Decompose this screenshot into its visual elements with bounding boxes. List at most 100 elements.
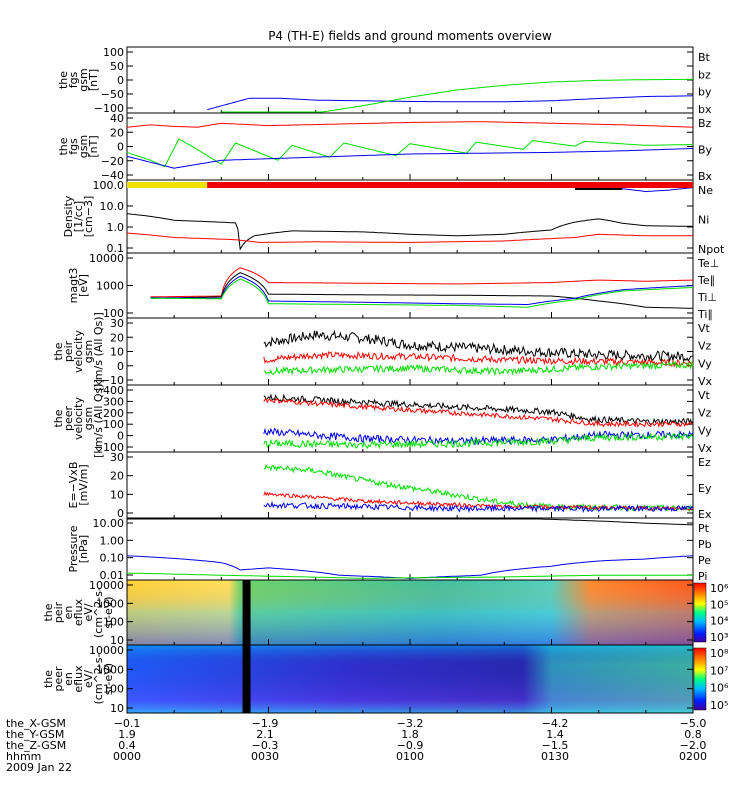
ylabel-7-1: [nPa] bbox=[77, 535, 90, 563]
ion-spectrogram-shade bbox=[127, 580, 693, 645]
status-bar-red bbox=[207, 182, 693, 188]
colorbar-label-9-0: 10⁸ bbox=[710, 647, 729, 660]
legend-4-3: Vx bbox=[698, 375, 713, 388]
series-line-4-0 bbox=[263, 329, 693, 363]
ylabel-5-1: peer bbox=[62, 406, 75, 432]
colorbar-label-9-1: 10⁷ bbox=[710, 664, 728, 677]
legend-1-1: By bbox=[698, 144, 713, 157]
ylabel-2-1: [1/cc] bbox=[72, 201, 85, 232]
series-line-0-0 bbox=[207, 95, 694, 111]
legend-6-0: Ez bbox=[698, 456, 711, 469]
ytick-label-1-0: 40 bbox=[110, 112, 124, 125]
ytick-label-7-1: 1.00 bbox=[100, 534, 125, 547]
series-line-5-2 bbox=[263, 427, 694, 446]
colorbar-label-8-1: 10⁵ bbox=[710, 598, 728, 611]
ytick-label-2-0: 100.0 bbox=[93, 179, 125, 192]
data-gap-bar bbox=[242, 580, 251, 645]
xaxis-value-3-1: 0030 bbox=[251, 750, 279, 763]
ytick-label-5-4: 0 bbox=[117, 430, 124, 443]
ytick-label-7-3: 0.01 bbox=[100, 569, 125, 582]
ytick-label-1-2: 0 bbox=[117, 141, 124, 154]
ytick-label-1-1: 20 bbox=[110, 126, 124, 139]
series-line-3-2 bbox=[150, 275, 694, 305]
xaxis-value-1-4: 0.8 bbox=[684, 728, 702, 741]
series-line-6-0 bbox=[263, 463, 694, 513]
legend-7-2: Pe bbox=[698, 554, 711, 567]
panel-9: 10⁸ 10⁷ 10⁶ 10⁵ 10000 1000 100 10 thepeereneflux… bbox=[42, 644, 729, 715]
ylabel-1-2: gsm bbox=[77, 135, 90, 158]
ylabel-0-3: [nT] bbox=[87, 69, 100, 91]
ytick-label-9-3: 10 bbox=[110, 702, 124, 715]
colorbar-label-8-2: 10⁴ bbox=[710, 615, 729, 628]
ylabel-0-1: fgs bbox=[67, 71, 80, 88]
ytick-label-3-2: 100 bbox=[103, 307, 124, 320]
ylabel-1-0: the bbox=[57, 137, 70, 155]
legend-4-0: Vt bbox=[698, 322, 711, 335]
panel-8: 10⁶ 10⁵ 10⁴ 10³ 10000 1000 100 10 thepeireneflux… bbox=[42, 579, 729, 647]
legend-6-1: Ey bbox=[698, 482, 712, 495]
ylabel-9-5: (cm^2-s- bbox=[92, 654, 105, 705]
panel-frame-6 bbox=[126, 451, 694, 519]
ylabel-8-1: peir bbox=[52, 601, 65, 623]
xaxis-value-1-3: 1.4 bbox=[546, 728, 564, 741]
ylabel-0-0: the bbox=[57, 71, 70, 89]
ylabel-9-3: eflux bbox=[72, 665, 85, 693]
ytick-label-5-3: 100 bbox=[103, 418, 124, 431]
ytick-label-0-3: −50 bbox=[101, 88, 124, 101]
ytick-label-0-2: 0 bbox=[117, 74, 124, 87]
ytick-label-6-2: 10 bbox=[110, 488, 124, 501]
ytick-label-1-4: −40 bbox=[101, 169, 124, 182]
legend-3-2: Ti⊥ bbox=[697, 291, 717, 304]
series-line-0-1 bbox=[221, 78, 694, 113]
ylabel-8-2: en bbox=[62, 606, 75, 620]
series-line-7-0 bbox=[127, 518, 694, 526]
legend-0-1: bz bbox=[698, 68, 711, 81]
series-line-3-1 bbox=[150, 272, 693, 309]
ytick-label-8-3: 10 bbox=[110, 634, 124, 647]
ylabel-4-0: the bbox=[52, 342, 65, 360]
ytick-label-9-0: 10000 bbox=[89, 644, 124, 657]
xaxis-value-2-1: −0.3 bbox=[252, 739, 279, 752]
xaxis-value-1-1: 2.1 bbox=[256, 728, 274, 741]
ylabel-6-0: E=−VxB bbox=[67, 462, 80, 509]
legend-1-0: Bz bbox=[698, 117, 712, 130]
date-label: 2009 Jan 22 bbox=[6, 761, 72, 774]
legend-5-1: Vz bbox=[698, 407, 712, 420]
ytick-label-2-3: 0.1 bbox=[107, 242, 125, 255]
ylabel-9-2: en bbox=[62, 672, 75, 686]
xaxis-row-label-2: the_Z-GSM bbox=[6, 739, 66, 752]
ytick-label-4-3: 0 bbox=[117, 360, 124, 373]
ylabel-9-0: the bbox=[42, 670, 55, 688]
xaxis-row-label-3: hhmm bbox=[6, 750, 41, 763]
ytick-label-4-0: 30 bbox=[110, 317, 124, 330]
xaxis-value-2-3: −1.5 bbox=[542, 739, 569, 752]
colorbar-label-9-2: 10⁶ bbox=[710, 682, 729, 695]
panel-frame-1 bbox=[126, 112, 694, 181]
series-line-7-2 bbox=[127, 572, 693, 579]
ytick-label-4-1: 20 bbox=[110, 331, 124, 344]
ylabel-2-2: [cm−3] bbox=[82, 196, 95, 238]
ytick-label-4-2: 10 bbox=[110, 346, 124, 359]
xaxis-value-3-4: 0200 bbox=[679, 750, 707, 763]
legend-1-2: Bx bbox=[698, 170, 713, 183]
ytick-label-5-0: 400 bbox=[103, 384, 124, 397]
legend-2-1: Ni bbox=[698, 214, 709, 227]
xaxis-value-0-0: −0.1 bbox=[114, 717, 141, 730]
xaxis-value-2-4: −2.0 bbox=[680, 739, 707, 752]
ytick-label-2-1: 10.0 bbox=[100, 200, 125, 213]
ylabel-3-1: [eV] bbox=[77, 274, 90, 297]
panel-frame-7 bbox=[126, 517, 694, 581]
series-line-2-1 bbox=[126, 232, 693, 243]
ytick-label-8-0: 10000 bbox=[89, 579, 124, 592]
series-line-5-0 bbox=[263, 393, 694, 426]
xaxis-value-3-3: 0130 bbox=[541, 750, 569, 763]
ytick-label-0-4: −100 bbox=[94, 102, 124, 115]
ytick-label-4-4: −10 bbox=[101, 374, 124, 387]
panel-7: 10.00 1.00 0.10 0.01 Pressure[nPa] Pt Pb Pe Pi bbox=[67, 517, 712, 583]
ylabel-8-0: the bbox=[42, 603, 55, 621]
